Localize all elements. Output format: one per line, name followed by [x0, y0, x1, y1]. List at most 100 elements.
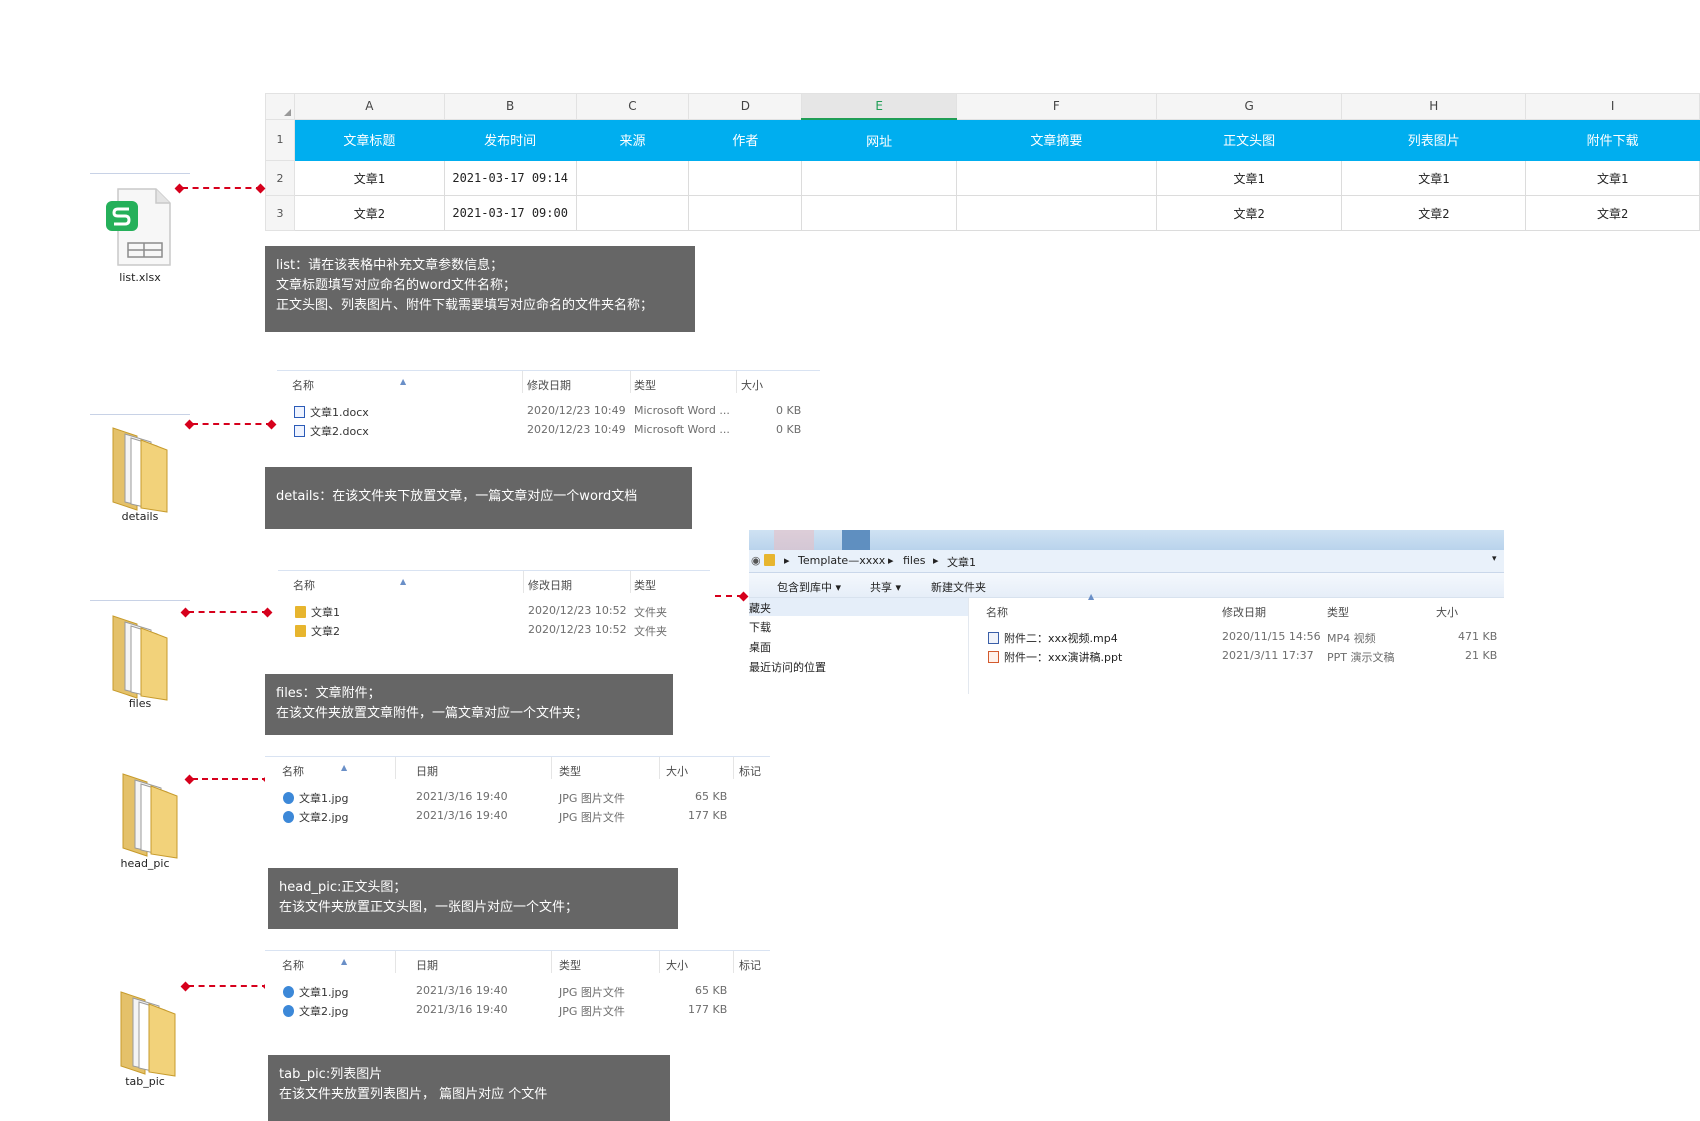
list-item[interactable]: 文章2.docx 2020/12/23 10:49 Microsoft Word…: [277, 421, 820, 439]
column-header[interactable]: 类型: [634, 379, 656, 392]
breadcrumb-item[interactable]: 文章1: [947, 556, 976, 569]
list-item[interactable]: 文章1 2020/12/23 10:52 文件夹: [278, 602, 710, 620]
header-cell[interactable]: 列表图片: [1341, 118, 1527, 161]
column-header[interactable]: 类型: [559, 765, 581, 778]
header-cell[interactable]: 文章摘要: [956, 118, 1157, 161]
row-number[interactable]: 1: [265, 118, 295, 161]
image-file-icon: [283, 792, 294, 804]
breadcrumb-item[interactable]: files: [903, 554, 926, 567]
data-cell[interactable]: 2021-03-17 09:14: [443, 160, 577, 196]
list-item[interactable]: 附件一：xxx演讲稿.ppt: [988, 649, 1122, 665]
column-header[interactable]: 大小: [741, 379, 763, 392]
data-cell[interactable]: 文章1: [1155, 160, 1343, 196]
column-header[interactable]: 日期: [416, 765, 438, 778]
list-item[interactable]: 文章1.docx 2020/12/23 10:49 Microsoft Word…: [277, 402, 820, 420]
header-cell[interactable]: 附件下载: [1525, 118, 1700, 161]
column-header[interactable]: 类型: [559, 959, 581, 972]
file-type: JPG 图片文件: [559, 811, 625, 824]
data-cell[interactable]: 文章2: [1341, 195, 1527, 231]
column-header[interactable]: 修改日期: [527, 379, 571, 392]
row-number[interactable]: 3: [265, 195, 295, 231]
nav-item-recent[interactable]: 最近访问的位置: [749, 661, 826, 674]
column-header[interactable]: 名称: [293, 579, 315, 592]
select-all-corner[interactable]: [265, 93, 295, 120]
files-folder[interactable]: files: [90, 600, 190, 720]
file-size: 65 KB: [695, 790, 728, 803]
tab-pic-folder[interactable]: tab_pic: [95, 980, 195, 1092]
col-a[interactable]: A: [293, 93, 445, 120]
breadcrumb-item[interactable]: Template—xxxx: [798, 554, 886, 567]
data-cell[interactable]: [801, 160, 958, 196]
column-header[interactable]: 修改日期: [1222, 606, 1266, 619]
word-file-icon: [294, 406, 305, 418]
data-cell[interactable]: [575, 195, 690, 231]
back-button[interactable]: [842, 530, 870, 550]
data-cell[interactable]: 文章1: [1341, 160, 1527, 196]
data-cell[interactable]: 文章2: [1525, 195, 1700, 231]
column-header[interactable]: 类型: [634, 579, 656, 592]
col-d[interactable]: D: [688, 93, 803, 120]
connector-line: [192, 778, 268, 780]
list-xlsx-file[interactable]: list.xlsx: [90, 173, 190, 293]
col-g[interactable]: G: [1155, 93, 1343, 120]
column-header[interactable]: 名称: [292, 379, 314, 392]
col-f[interactable]: F: [956, 93, 1157, 120]
list-item[interactable]: 文章1.jpg 2021/3/16 19:40 JPG 图片文件 65 KB: [265, 788, 770, 806]
row-number[interactable]: 2: [265, 160, 295, 196]
column-header[interactable]: 大小: [666, 959, 688, 972]
sort-up-icon: ▲: [341, 957, 348, 966]
header-cell[interactable]: 文章标题: [293, 118, 445, 161]
data-cell[interactable]: 文章2: [293, 195, 445, 231]
column-header[interactable]: 类型: [1327, 606, 1349, 619]
column-header[interactable]: 名称: [282, 959, 304, 972]
nav-label: 藏夹: [749, 602, 771, 615]
nav-item-downloads[interactable]: 下载: [749, 621, 771, 634]
list-item[interactable]: 文章2 2020/12/23 10:52 文件夹: [278, 621, 710, 639]
col-h[interactable]: H: [1341, 93, 1527, 120]
new-folder-button[interactable]: 新建文件夹: [931, 581, 986, 594]
address-bar[interactable]: ◉ ▸ Template—xxxx ▸ files ▸ 文章1 ▾: [749, 550, 1504, 573]
data-cell[interactable]: [956, 195, 1157, 231]
data-cell[interactable]: 文章1: [1525, 160, 1700, 196]
header-cell[interactable]: 正文头图: [1155, 118, 1343, 161]
column-header[interactable]: 修改日期: [528, 579, 572, 592]
file-type: 文件夹: [634, 625, 667, 638]
details-folder[interactable]: details: [90, 414, 190, 530]
sort-up-icon: ▲: [1088, 592, 1095, 601]
table-row: 2 文章1 2021-03-17 09:14 文章1 文章1 文章1: [265, 160, 1700, 196]
col-c[interactable]: C: [575, 93, 690, 120]
data-cell[interactable]: [688, 160, 803, 196]
include-in-library-button[interactable]: 包含到库中 ▾: [777, 581, 842, 594]
data-cell[interactable]: 文章1: [293, 160, 445, 196]
column-header[interactable]: 大小: [1436, 606, 1458, 619]
nav-item-desktop[interactable]: 桌面: [749, 641, 771, 654]
column-header[interactable]: 大小: [666, 765, 688, 778]
column-header[interactable]: 名称: [282, 765, 304, 778]
share-button[interactable]: 共享 ▾: [870, 581, 902, 594]
col-e[interactable]: E: [801, 93, 958, 120]
recent-icon: ◉: [751, 554, 761, 567]
list-item[interactable]: 附件二：xxx视频.mp4: [988, 630, 1118, 646]
list-item[interactable]: 文章2.jpg 2021/3/16 19:40 JPG 图片文件 177 KB: [265, 807, 770, 825]
data-cell[interactable]: [956, 160, 1157, 196]
head-pic-folder[interactable]: head_pic: [95, 762, 195, 882]
chevron-down-icon[interactable]: ▾: [1492, 554, 1497, 564]
header-cell[interactable]: 发布时间: [443, 118, 577, 161]
column-header[interactable]: 日期: [416, 959, 438, 972]
data-cell[interactable]: [575, 160, 690, 196]
header-cell[interactable]: 来源: [575, 118, 690, 161]
col-b[interactable]: B: [443, 93, 577, 120]
col-i[interactable]: I: [1525, 93, 1700, 120]
column-header[interactable]: 标记: [739, 959, 761, 972]
header-cell[interactable]: 作者: [688, 118, 803, 161]
data-cell[interactable]: [688, 195, 803, 231]
data-cell[interactable]: 2021-03-17 09:00: [443, 195, 577, 231]
column-header[interactable]: 标记: [739, 765, 761, 778]
list-item[interactable]: 文章2.jpg 2021/3/16 19:40 JPG 图片文件 177 KB: [265, 1001, 770, 1019]
column-header[interactable]: 名称: [986, 606, 1008, 619]
list-item[interactable]: 文章1.jpg 2021/3/16 19:40 JPG 图片文件 65 KB: [265, 982, 770, 1000]
data-cell[interactable]: [801, 195, 958, 231]
nav-item-favorites[interactable]: 藏夹: [749, 598, 968, 616]
header-cell[interactable]: 网址: [801, 118, 958, 161]
data-cell[interactable]: 文章2: [1155, 195, 1343, 231]
